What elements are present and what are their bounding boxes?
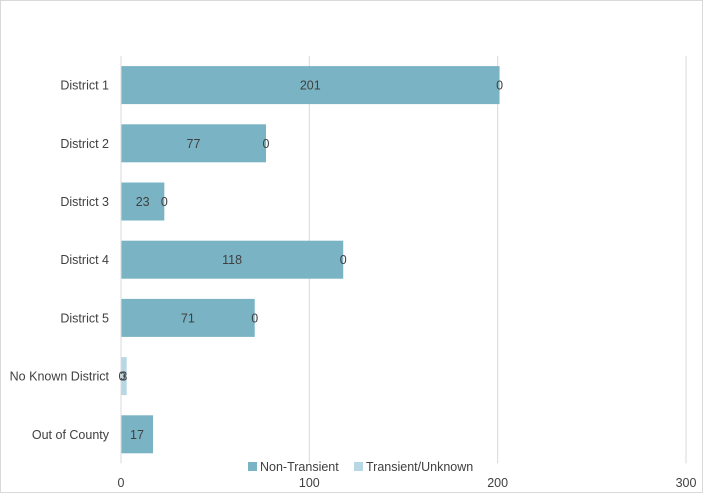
category-label: District 2 [60, 137, 109, 151]
bar-non-transient [121, 240, 344, 279]
data-label: 3 [120, 370, 127, 384]
legend-label-non-transient: Non-Transient [260, 460, 339, 474]
x-tick-label: 0 [118, 476, 125, 490]
bars [121, 66, 500, 454]
bar-non-transient [121, 298, 255, 337]
legend: Non-Transient Transient/Unknown [248, 460, 473, 474]
category-labels: District 1 District 2 District 3 District 4… [10, 79, 110, 442]
data-label: 0 [251, 311, 258, 325]
category-label: Out of County [32, 428, 110, 442]
x-tick-label: 100 [299, 476, 320, 490]
legend-swatch-transient-unknown [354, 462, 363, 471]
bar-non-transient [121, 66, 500, 105]
data-label: 201 [300, 79, 321, 93]
data-label: 0 [119, 370, 126, 384]
x-tick-labels: 0 100 200 300 [118, 476, 697, 490]
data-label: 0 [161, 195, 168, 209]
bar-non-transient [121, 415, 154, 454]
category-label: District 1 [60, 79, 109, 93]
bar-transient-unknown [121, 357, 127, 396]
x-tick-label: 200 [487, 476, 508, 490]
bar-non-transient [121, 182, 165, 221]
category-label: No Known District [10, 370, 110, 384]
data-label: 23 [136, 195, 150, 209]
data-label: 0 [496, 79, 503, 93]
legend-label-transient-unknown: Transient/Unknown [366, 460, 473, 474]
bar-non-transient [121, 124, 267, 163]
legend-swatch-non-transient [248, 462, 257, 471]
data-label: 118 [222, 253, 242, 267]
data-label: 17 [130, 428, 144, 442]
data-label: 0 [263, 137, 270, 151]
data-label: 0 [340, 253, 347, 267]
data-label: 71 [181, 311, 195, 325]
category-label: District 4 [60, 253, 109, 267]
category-label: District 5 [60, 311, 109, 325]
category-label: District 3 [60, 195, 109, 209]
data-label: 77 [187, 137, 201, 151]
x-tick-label: 300 [676, 476, 697, 490]
gridlines [308, 56, 687, 464]
